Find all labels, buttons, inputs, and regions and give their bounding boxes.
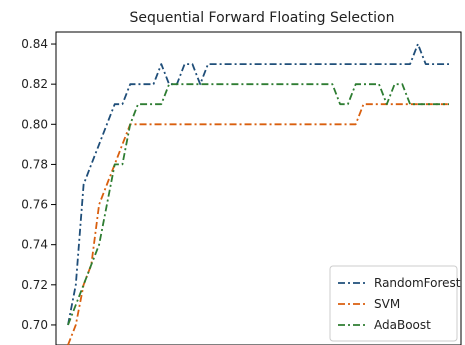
y-tick-label: 0.72 <box>21 278 48 292</box>
plot-area-frame <box>55 31 462 345</box>
legend-label-adaboost: AdaBoost <box>374 318 431 332</box>
legend-box <box>329 265 458 342</box>
legend: RandomForest SVM AdaBoost <box>329 265 461 342</box>
y-tick-label: 0.74 <box>21 238 48 252</box>
series-layer <box>67 43 449 345</box>
chart-title: Sequential Forward Floating Selection <box>130 10 395 26</box>
series-line-randomforest <box>67 43 449 326</box>
legend-label-svm: SVM <box>374 297 400 311</box>
legend-label-randomforest: RandomForest <box>374 276 461 290</box>
y-axis: 0.70 0.72 0.74 0.76 0.78 0.80 0.82 0.84 <box>21 37 56 332</box>
y-tick-label: 0.80 <box>21 117 48 131</box>
series-line-svm <box>67 103 449 345</box>
y-tick-label: 0.84 <box>21 37 48 51</box>
y-tick-label: 0.82 <box>21 77 48 91</box>
y-tick-label: 0.76 <box>21 198 48 212</box>
y-tick-label: 0.70 <box>21 318 48 332</box>
y-tick-label: 0.78 <box>21 157 48 171</box>
